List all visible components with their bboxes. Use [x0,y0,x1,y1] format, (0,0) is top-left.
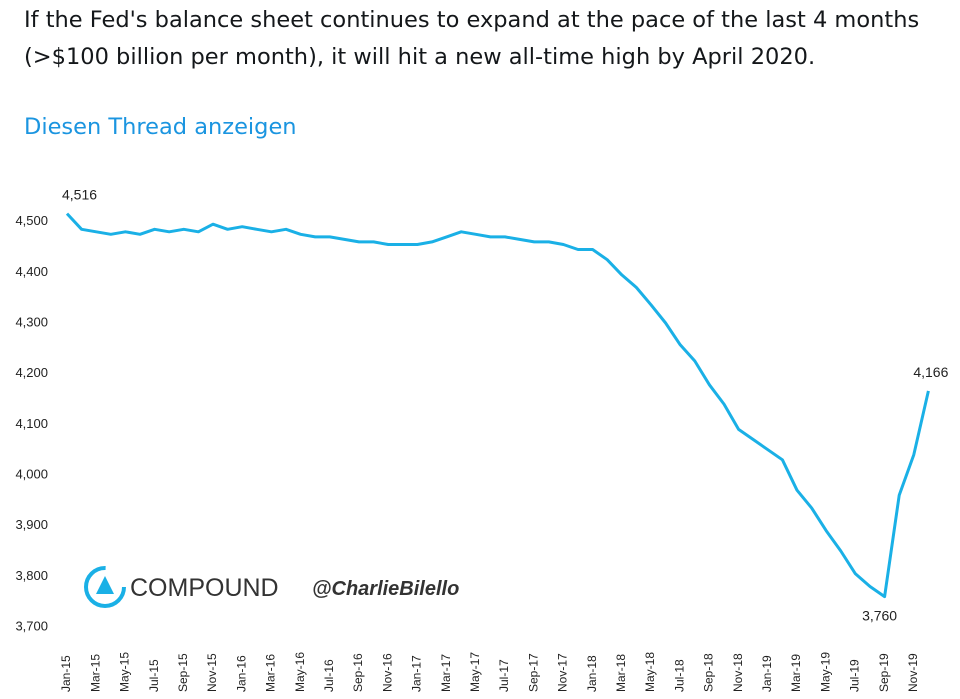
brand: COMPOUND [130,574,279,602]
logo-triangle [96,576,114,594]
x-tick-label: May-18 [643,652,657,692]
x-tick-label: Nov-16 [380,653,394,692]
y-tick-label: 3,900 [15,517,48,532]
logo-ring [84,566,126,608]
handle: @CharlieBilello [312,578,459,600]
x-tick-label: Jan-16 [234,655,248,692]
x-tick-label: Jan-19 [760,655,774,692]
data-line [65,212,930,599]
y-tick-label: 3,700 [15,618,48,633]
x-tick-label: May-17 [468,652,482,692]
y-tick-label: 4,500 [15,213,48,228]
tweet-text: If the Fed's balance sheet continues to … [24,7,920,70]
x-tick-label: Jan-18 [585,655,599,692]
chart-background [0,160,952,699]
x-tick-label: Jul-15 [147,659,161,692]
x-tick-label: May-16 [293,652,307,692]
y-tick-label: 4,300 [15,314,48,329]
x-tick-label: Sep-18 [702,653,716,692]
x-tick-label: Mar-18 [614,654,628,692]
x-tick-label: Sep-15 [176,653,190,692]
x-tick-label: Jan-17 [410,655,424,692]
x-tick-label: Mar-17 [439,654,453,692]
y-tick-label: 4,100 [15,416,48,431]
y-tick-label: 3,800 [15,568,48,583]
x-tick-label: Sep-19 [877,653,891,692]
x-tick-label: May-15 [118,652,132,692]
x-tick-label: Jul-16 [322,659,336,692]
x-tick-label: Mar-15 [88,654,102,692]
x-tick-label: Jul-18 [672,659,686,692]
data-label: 3,760 [862,608,897,624]
x-tick-label: Sep-16 [351,653,365,692]
x-tick-label: May-19 [818,652,832,692]
data-label: 4,516 [62,187,97,203]
y-tick-label: 4,200 [15,365,48,380]
x-tick-label: Nov-19 [906,653,920,692]
x-tick-label: Jul-19 [848,659,862,692]
x-tick-label: Nov-15 [205,653,219,692]
x-tick-label: Sep-17 [526,653,540,692]
data-label: 4,166 [913,364,948,380]
x-tick-label: Jan-15 [59,655,73,692]
x-tick-label: Jul-17 [497,659,511,692]
x-tick-label: Nov-18 [731,653,745,692]
y-tick-label: 4,400 [15,264,48,279]
x-tick-label: Mar-19 [789,654,803,692]
x-tick-label: Mar-16 [264,654,278,692]
show-thread-link[interactable]: Diesen Thread anzeigen [24,114,297,140]
x-tick-label: Nov-17 [556,653,570,692]
y-tick-label: 4,000 [15,466,48,481]
